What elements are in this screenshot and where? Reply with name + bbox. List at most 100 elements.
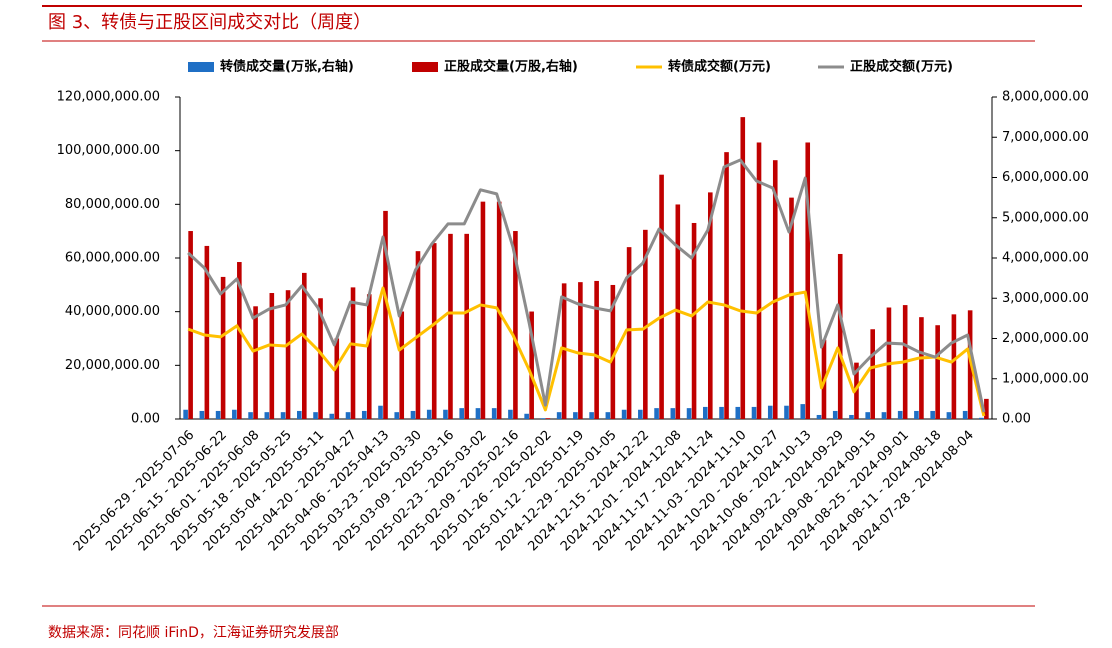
- y2-tick-label: 1,000,000.00: [1002, 371, 1089, 386]
- bar: [946, 412, 952, 419]
- line: [187, 158, 986, 413]
- bar: [280, 412, 286, 419]
- y-tick-label: 0.00: [131, 412, 160, 427]
- bar: [708, 192, 713, 419]
- y-tick-label: 100,000,000.00: [57, 143, 160, 158]
- line: [187, 286, 986, 417]
- bar: [767, 405, 773, 419]
- bar: [253, 306, 258, 419]
- bar: [837, 253, 843, 419]
- bar: [849, 414, 854, 419]
- bar: [935, 325, 940, 419]
- bar: [232, 409, 237, 419]
- bar: [297, 410, 302, 419]
- bar: [443, 409, 448, 419]
- bar: [459, 408, 464, 419]
- bar: [621, 409, 627, 419]
- bar: [350, 287, 356, 419]
- bar: [431, 243, 437, 419]
- bar: [962, 410, 968, 419]
- bar: [805, 142, 811, 420]
- bar: [399, 311, 405, 419]
- y-tick-label: 120,000,000.00: [57, 90, 160, 105]
- bar: [724, 152, 729, 419]
- bar: [832, 410, 838, 419]
- bar: [772, 160, 778, 419]
- bar: [589, 412, 594, 419]
- bar: [491, 408, 497, 419]
- bar: [605, 412, 611, 419]
- bar: [361, 410, 367, 419]
- bar: [610, 284, 616, 419]
- bar: [394, 412, 400, 419]
- bar: [524, 413, 529, 419]
- bar: [220, 276, 226, 419]
- bar: [751, 406, 757, 419]
- y2-tick-label: 0.00: [1002, 412, 1031, 427]
- legend-label: 正股成交量(万股,右轴): [444, 59, 578, 75]
- bar: [573, 412, 578, 419]
- bar: [735, 406, 741, 419]
- y-tick-label: 80,000,000.00: [65, 197, 160, 212]
- bar: [545, 418, 551, 419]
- bar: [540, 418, 546, 419]
- bar: [285, 290, 291, 419]
- bar: [659, 174, 664, 419]
- bar: [318, 298, 323, 419]
- bar: [329, 413, 335, 419]
- bar: [448, 233, 453, 419]
- legend-marker: [412, 62, 438, 72]
- bar: [691, 222, 697, 419]
- bar: [188, 231, 193, 419]
- y-tick-label: 20,000,000.00: [65, 358, 160, 373]
- bar: [979, 417, 984, 419]
- y2-tick-label: 5,000,000.00: [1002, 210, 1089, 225]
- bar: [930, 410, 935, 419]
- bar: [561, 283, 567, 419]
- bar: [784, 405, 789, 419]
- bar: [984, 398, 989, 419]
- y-tick-label: 40,000,000.00: [65, 304, 160, 319]
- bar: [951, 314, 957, 419]
- bar: [865, 412, 870, 419]
- bar: [638, 409, 643, 419]
- bar: [199, 410, 205, 419]
- bar: [248, 412, 253, 419]
- bar: [513, 231, 518, 419]
- bar: [508, 409, 513, 419]
- bar: [870, 329, 875, 419]
- bar: [313, 412, 318, 419]
- bar: [816, 414, 822, 419]
- bar: [897, 410, 903, 419]
- bar: [204, 245, 210, 419]
- bar: [643, 229, 648, 419]
- bar: [919, 317, 924, 419]
- bar: [334, 338, 340, 419]
- bar: [269, 293, 275, 419]
- figure-title: 图 3、转债与正股区间成交对比（周度）: [48, 12, 371, 33]
- bar: [264, 412, 270, 419]
- bar: [410, 410, 416, 419]
- bar: [594, 280, 599, 419]
- bar: [426, 409, 432, 419]
- y2-tick-label: 8,000,000.00: [1002, 90, 1089, 105]
- bar: [237, 262, 242, 419]
- bar: [345, 412, 351, 419]
- legend-label: 转债成交额(万元): [668, 59, 771, 75]
- bar: [703, 406, 708, 419]
- y2-tick-label: 7,000,000.00: [1002, 130, 1089, 145]
- y2-tick-label: 4,000,000.00: [1002, 251, 1089, 266]
- source-note: 数据来源：同花顺 iFinD，江海证券研究发展部: [48, 625, 339, 641]
- bar: [302, 272, 307, 419]
- bar: [475, 408, 481, 419]
- bar: [464, 233, 469, 419]
- bar: [529, 311, 534, 419]
- bar: [378, 405, 383, 419]
- bar: [366, 294, 372, 419]
- bar: [654, 408, 659, 419]
- bar: [626, 247, 632, 419]
- bar: [789, 197, 794, 419]
- y-tick-label: 60,000,000.00: [65, 251, 160, 266]
- y2-tick-label: 6,000,000.00: [1002, 170, 1089, 185]
